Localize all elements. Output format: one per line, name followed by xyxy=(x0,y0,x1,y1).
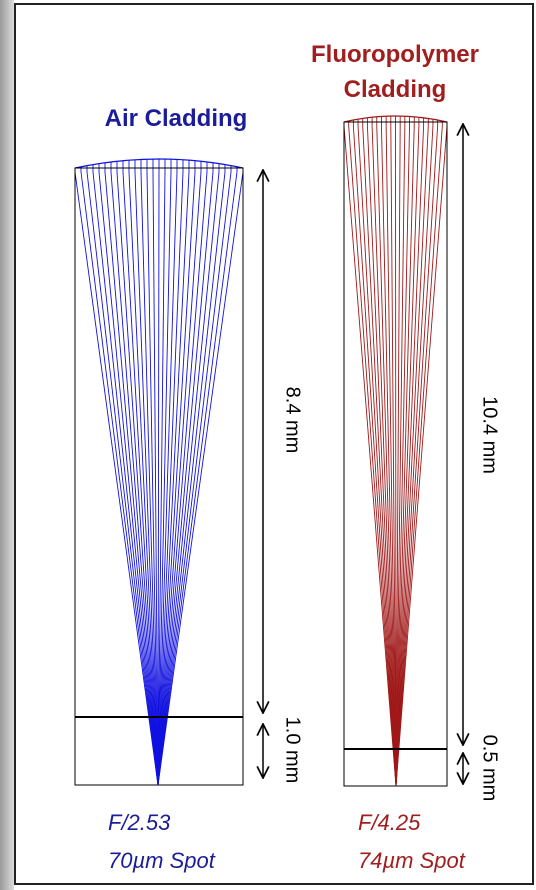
ray xyxy=(395,125,448,787)
ray xyxy=(98,171,159,786)
ray xyxy=(371,125,397,787)
ray xyxy=(362,125,397,787)
ray xyxy=(140,171,159,786)
side-strip xyxy=(0,0,14,890)
ray xyxy=(146,171,159,786)
spot-size: 70µm Spot xyxy=(108,848,216,873)
f-number: F/2.53 xyxy=(108,810,171,835)
ray xyxy=(92,171,159,786)
ray xyxy=(152,171,159,786)
ray xyxy=(157,171,202,786)
ray xyxy=(395,125,401,787)
ray xyxy=(157,171,220,786)
rays xyxy=(74,115,448,787)
panel-title: Cladding xyxy=(344,76,447,103)
ray xyxy=(343,125,397,787)
frame xyxy=(14,3,534,885)
ray xyxy=(395,125,410,787)
ray xyxy=(134,171,159,786)
ray xyxy=(80,171,159,786)
ray xyxy=(395,125,439,787)
ray xyxy=(86,171,159,786)
spot-size: 74µm Spot xyxy=(358,848,466,873)
dimension-label: 10.4 mm xyxy=(479,396,501,474)
ray xyxy=(390,125,397,787)
ray xyxy=(395,125,415,787)
ray xyxy=(157,171,190,786)
ray xyxy=(157,171,208,786)
ray xyxy=(376,125,397,787)
ray xyxy=(385,125,397,787)
ray xyxy=(157,171,172,786)
ray xyxy=(395,125,406,787)
ray xyxy=(157,171,244,786)
ray xyxy=(348,125,397,787)
ray xyxy=(381,125,397,787)
panel-title: Air Cladding xyxy=(105,105,248,132)
ray xyxy=(157,171,214,786)
ray xyxy=(157,171,226,786)
ray xyxy=(110,171,159,786)
panel-title: Fluoropolymer xyxy=(311,41,479,68)
ray xyxy=(157,171,184,786)
ray xyxy=(157,171,196,786)
ray xyxy=(366,125,397,787)
ray xyxy=(157,171,232,786)
ray xyxy=(352,125,397,787)
dimension-label: 0.5 mm xyxy=(479,735,501,802)
ray xyxy=(74,171,159,786)
ray xyxy=(395,125,425,787)
dimension-label: 8.4 mm xyxy=(282,387,304,454)
ray xyxy=(357,125,397,787)
ray xyxy=(157,171,178,786)
f-number: F/4.25 xyxy=(358,810,421,835)
ray xyxy=(395,125,434,787)
ray xyxy=(395,125,397,787)
fiber-outline xyxy=(343,121,448,787)
ray xyxy=(157,171,160,786)
ray xyxy=(157,171,166,786)
ray xyxy=(104,171,159,786)
ray xyxy=(122,171,159,786)
ray xyxy=(128,171,159,786)
ray xyxy=(395,125,429,787)
dimension-label: 1.0 mm xyxy=(282,717,304,784)
ray xyxy=(157,171,238,786)
ray xyxy=(116,171,159,786)
ray xyxy=(395,125,420,787)
fiber-outline xyxy=(74,167,244,786)
ray xyxy=(395,125,443,787)
